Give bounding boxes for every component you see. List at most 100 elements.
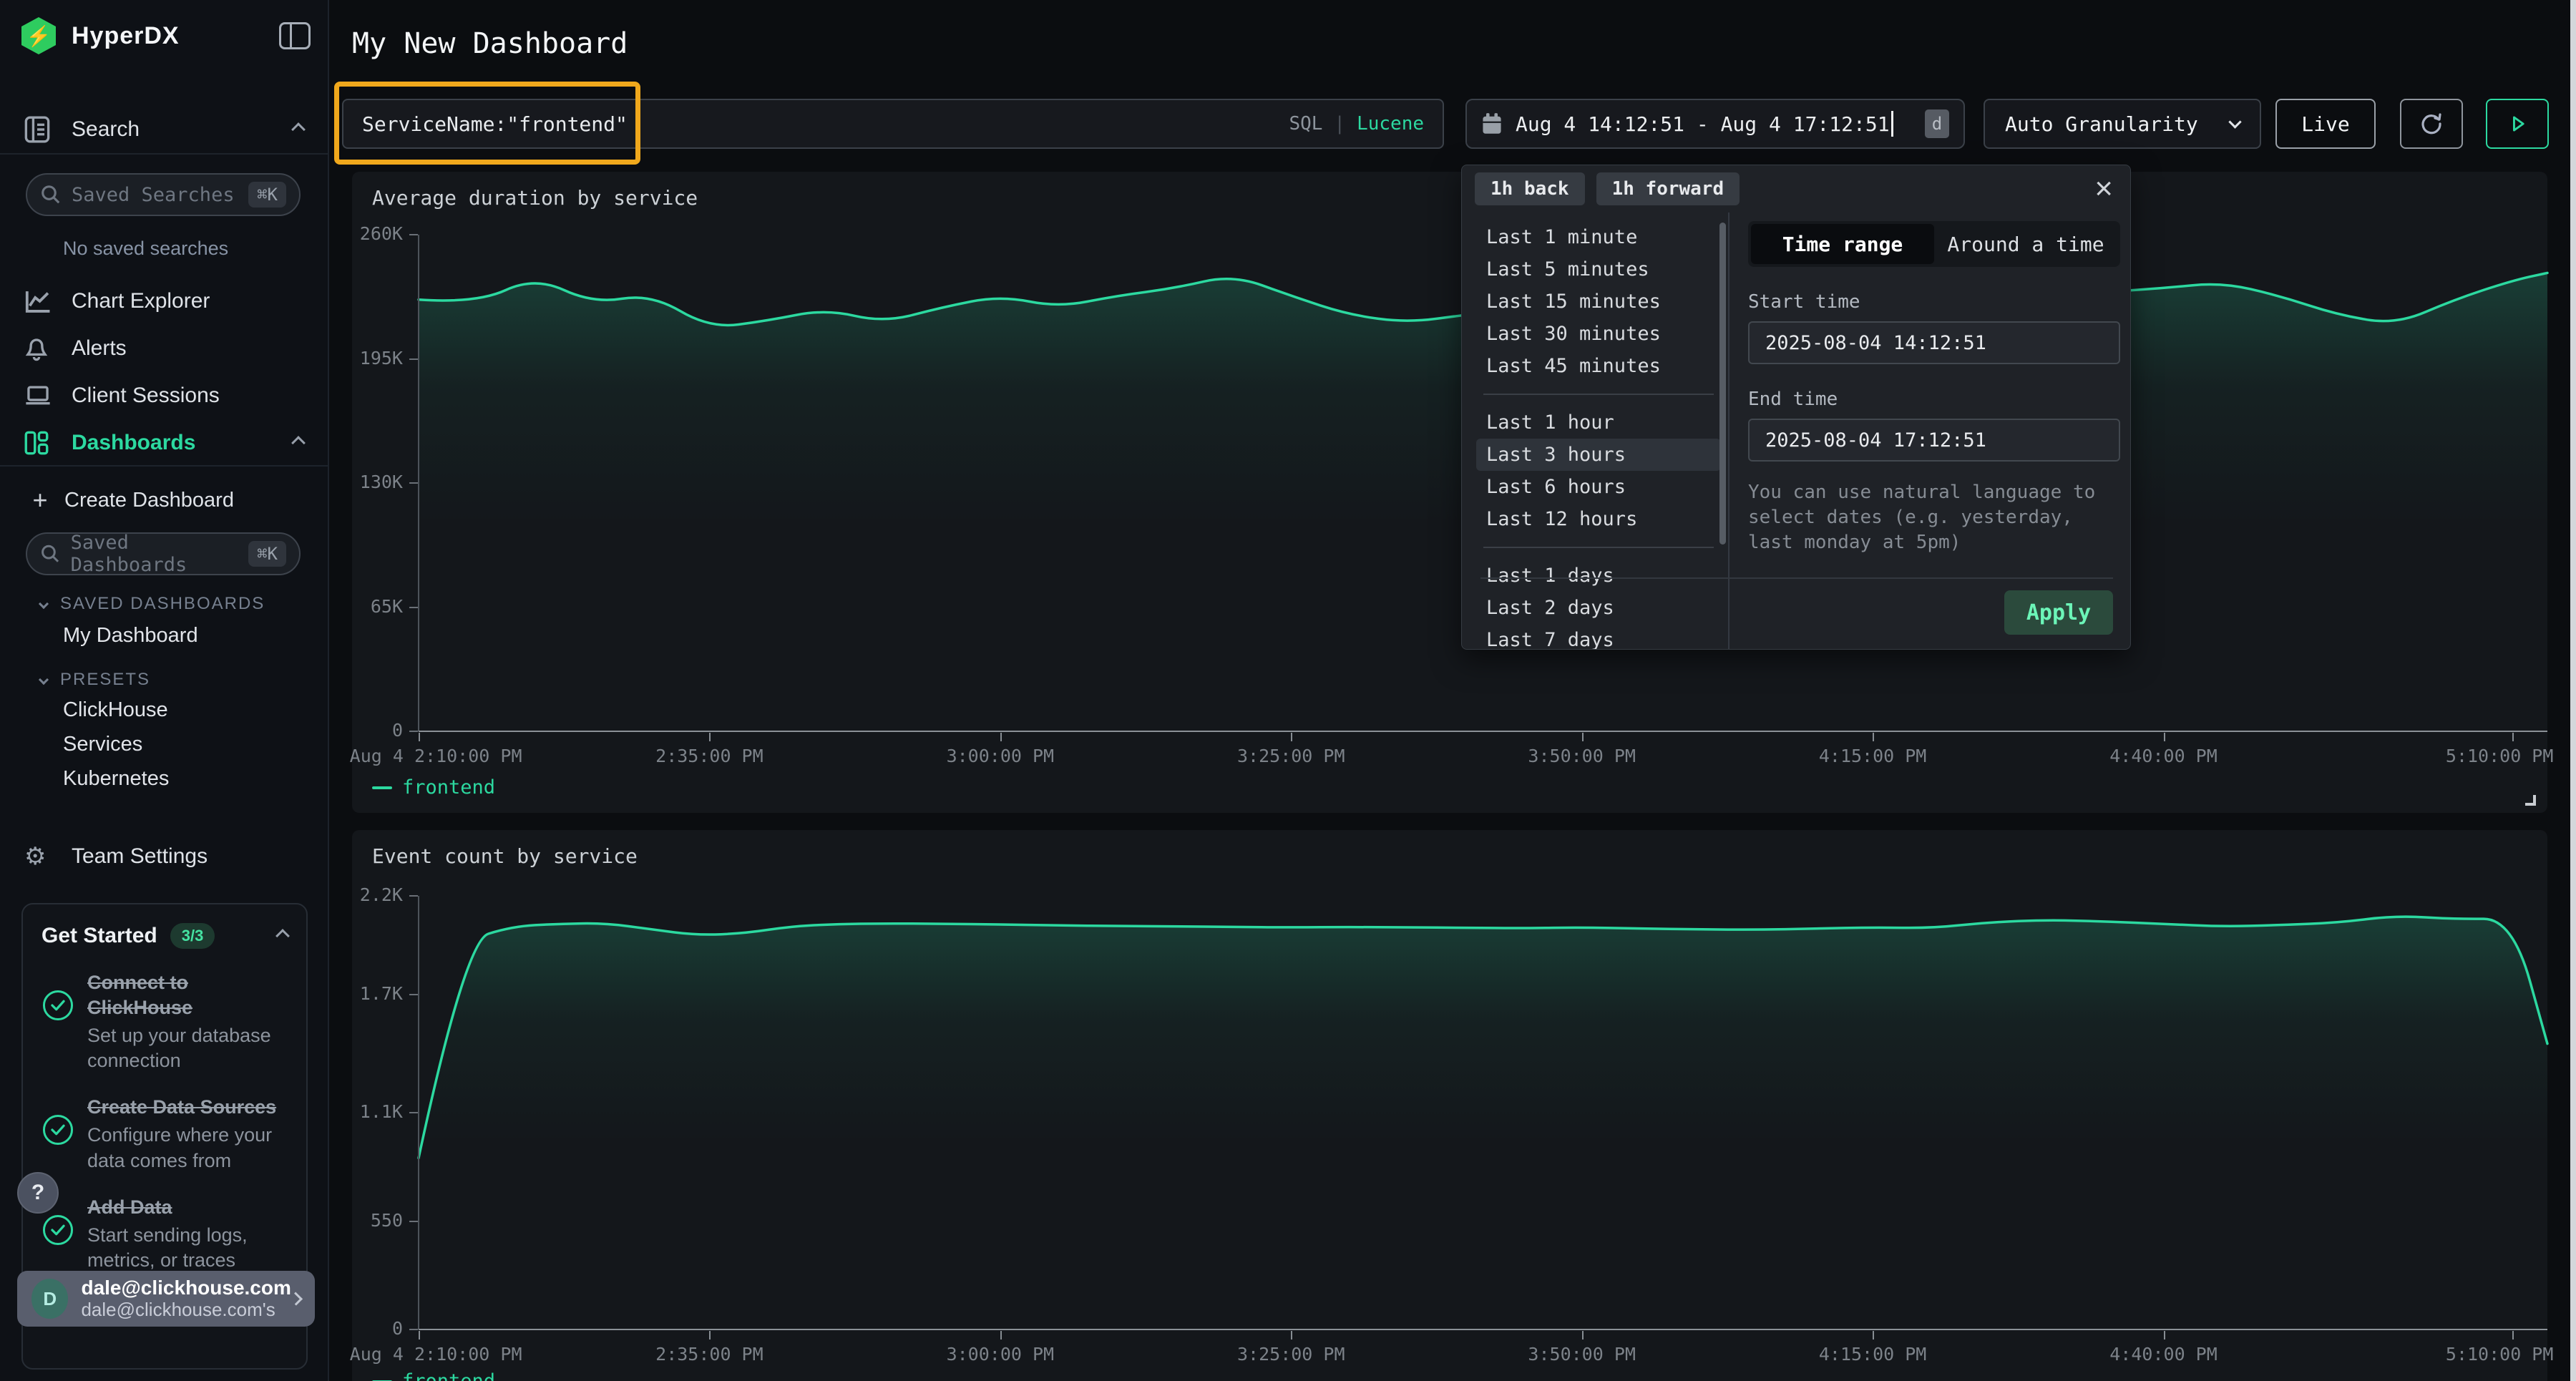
shortcut-badge: ⌘K bbox=[248, 541, 286, 567]
relative-range-item[interactable]: Last 1 hour bbox=[1486, 411, 1614, 434]
sidebar-item-team-settings[interactable]: ⚙ Team Settings bbox=[0, 836, 328, 877]
list-scrollbar[interactable] bbox=[1719, 223, 1726, 545]
x-tick-mark bbox=[419, 1331, 420, 1339]
preset-dashboard-item[interactable]: Kubernetes bbox=[63, 767, 170, 790]
time-range-input[interactable]: Aug 4 14:12:51 - Aug 4 17:12:51 d bbox=[1465, 99, 1965, 149]
chevron-down-icon bbox=[38, 674, 49, 685]
live-button[interactable]: Live bbox=[2275, 99, 2376, 149]
y-tick-mark bbox=[409, 234, 418, 235]
get-started-item[interactable]: Connect to ClickHouse Set up your databas… bbox=[42, 970, 288, 1073]
y-tick-label: 195K bbox=[359, 347, 403, 369]
relative-range-item[interactable]: Last 7 days bbox=[1486, 629, 1614, 649]
y-tick-mark bbox=[409, 1329, 418, 1330]
section-presets[interactable]: PRESETS bbox=[38, 670, 150, 690]
relative-range-item[interactable]: Last 6 hours bbox=[1486, 476, 1626, 498]
sidebar-item-dashboards[interactable]: Dashboards bbox=[0, 422, 328, 464]
query-language-toggle[interactable]: SQL | Lucene bbox=[1289, 113, 1424, 135]
x-tick-label: 3:00:00 PM bbox=[946, 746, 1055, 766]
dashboard-filter-input[interactable]: ServiceName:"frontend" SQL | Lucene bbox=[342, 99, 1444, 149]
shift-back-button[interactable]: 1h back bbox=[1475, 172, 1585, 205]
page-scrollbar[interactable] bbox=[2570, 0, 2576, 1381]
gear-icon: ⚙ bbox=[24, 842, 47, 871]
collapse-sidebar-icon[interactable] bbox=[279, 22, 311, 49]
relative-range-item[interactable]: Last 45 minutes bbox=[1486, 355, 1661, 377]
check-circle-icon bbox=[42, 1095, 87, 1173]
relative-range-item[interactable]: Last 1 days bbox=[1486, 565, 1614, 587]
divider bbox=[0, 465, 328, 467]
user-account-chip[interactable]: D dale@clickhouse.com dale@clickhouse.co… bbox=[17, 1271, 315, 1327]
chevron-up-icon[interactable] bbox=[275, 929, 290, 943]
relative-range-item[interactable]: Last 1 minute bbox=[1486, 226, 1638, 248]
sidebar-item-chart-explorer[interactable]: Chart Explorer bbox=[0, 280, 328, 322]
saved-dashboards-input[interactable]: Saved Dashboards ⌘K bbox=[26, 532, 301, 576]
chart-plot[interactable] bbox=[417, 896, 2549, 1330]
sidebar-item-client-sessions[interactable]: Client Sessions bbox=[0, 375, 328, 416]
get-started-item[interactable]: Add Data Start sending logs, metrics, or … bbox=[42, 1195, 288, 1273]
y-tick-mark bbox=[409, 993, 418, 995]
divider bbox=[1728, 213, 1729, 649]
y-tick-label: 260K bbox=[359, 223, 403, 244]
create-dashboard-button[interactable]: + Create Dashboard bbox=[0, 479, 328, 521]
end-time-input[interactable] bbox=[1748, 419, 2120, 462]
refresh-button[interactable] bbox=[2400, 99, 2463, 149]
x-tick-label: Aug 4 2:10:00 PM bbox=[349, 746, 522, 766]
natural-language-hint: You can use natural language to select d… bbox=[1748, 482, 2096, 554]
y-tick-label: 2.2K bbox=[359, 884, 403, 905]
tab-time-range[interactable]: Time range bbox=[1751, 224, 1934, 264]
x-tick-mark bbox=[2163, 733, 2165, 741]
relative-range-item[interactable]: Last 2 days bbox=[1486, 597, 1614, 619]
preset-dashboard-item[interactable]: ClickHouse bbox=[63, 698, 168, 721]
relative-range-item[interactable]: Last 15 minutes bbox=[1486, 291, 1661, 313]
granularity-select[interactable]: Auto Granularity bbox=[1984, 99, 2261, 149]
shortcut-badge: ⌘K bbox=[248, 182, 286, 208]
apply-button[interactable]: Apply bbox=[2004, 590, 2113, 635]
sql-option[interactable]: SQL bbox=[1289, 113, 1323, 135]
x-tick-mark bbox=[2163, 1331, 2165, 1339]
play-button[interactable] bbox=[2486, 99, 2549, 149]
y-tick-label: 1.1K bbox=[359, 1101, 403, 1122]
close-icon[interactable]: × bbox=[2094, 171, 2113, 206]
panel-resize-handle[interactable] bbox=[2525, 795, 2536, 806]
x-tick-mark bbox=[2512, 733, 2514, 741]
help-button[interactable]: ? bbox=[17, 1172, 59, 1214]
y-tick-mark bbox=[409, 358, 418, 360]
start-time-input[interactable] bbox=[1748, 321, 2120, 364]
x-tick-label: 3:50:00 PM bbox=[1528, 1344, 1636, 1365]
relative-range-item[interactable]: Last 12 hours bbox=[1486, 508, 1638, 530]
text-caret bbox=[1890, 111, 1893, 137]
saved-searches-input[interactable]: Saved Searches ⌘K bbox=[26, 173, 301, 216]
relative-range-item[interactable]: Last 5 minutes bbox=[1486, 258, 1649, 280]
shift-forward-button[interactable]: 1h forward bbox=[1596, 172, 1740, 205]
start-time-label: Start time bbox=[1748, 291, 1860, 313]
x-tick-mark bbox=[1000, 1331, 1002, 1339]
preset-dashboard-item[interactable]: Services bbox=[63, 733, 143, 756]
chart-legend[interactable]: frontend bbox=[372, 776, 495, 799]
x-tick-mark bbox=[2512, 1331, 2514, 1339]
avatar: D bbox=[31, 1279, 69, 1319]
x-tick-label: 4:40:00 PM bbox=[2109, 746, 2218, 766]
section-saved-dashboards[interactable]: SAVED DASHBOARDS bbox=[38, 594, 265, 614]
sidebar-item-search[interactable]: Search bbox=[0, 109, 328, 150]
relative-range-item[interactable]: Last 3 hours bbox=[1476, 439, 1721, 471]
x-tick-mark bbox=[1291, 1331, 1293, 1339]
calendar-icon bbox=[1483, 113, 1501, 134]
chart-panel-event-count: Event count by service 0 550 1.1K 1.7K 2.2K A… bbox=[350, 830, 2553, 1381]
get-started-progress-badge: 3/3 bbox=[170, 923, 215, 949]
get-started-item[interactable]: Create Data Sources Configure where your … bbox=[42, 1095, 288, 1173]
sidebar-item-label: Dashboards bbox=[72, 431, 196, 454]
legend-label: frontend bbox=[402, 1370, 495, 1381]
tab-around-a-time[interactable]: Around a time bbox=[1947, 232, 2104, 256]
chart-legend[interactable]: frontend bbox=[372, 1370, 495, 1381]
x-tick-mark bbox=[1000, 733, 1002, 741]
lucene-option[interactable]: Lucene bbox=[1357, 113, 1424, 135]
relative-range-item[interactable]: Last 30 minutes bbox=[1486, 323, 1661, 345]
absolute-range-pane: Time range Around a time Start time End … bbox=[1729, 213, 2130, 649]
sidebar-item-alerts[interactable]: Alerts bbox=[0, 328, 328, 369]
y-tick-label: 550 bbox=[370, 1209, 403, 1231]
saved-dashboard-item[interactable]: My Dashboard bbox=[63, 624, 198, 647]
chart-title: Average duration by service bbox=[372, 186, 698, 210]
filter-value: ServiceName:"frontend" bbox=[362, 112, 628, 136]
divider bbox=[1483, 547, 1714, 548]
x-tick-mark bbox=[1291, 733, 1293, 741]
refresh-icon bbox=[2421, 113, 2441, 135]
